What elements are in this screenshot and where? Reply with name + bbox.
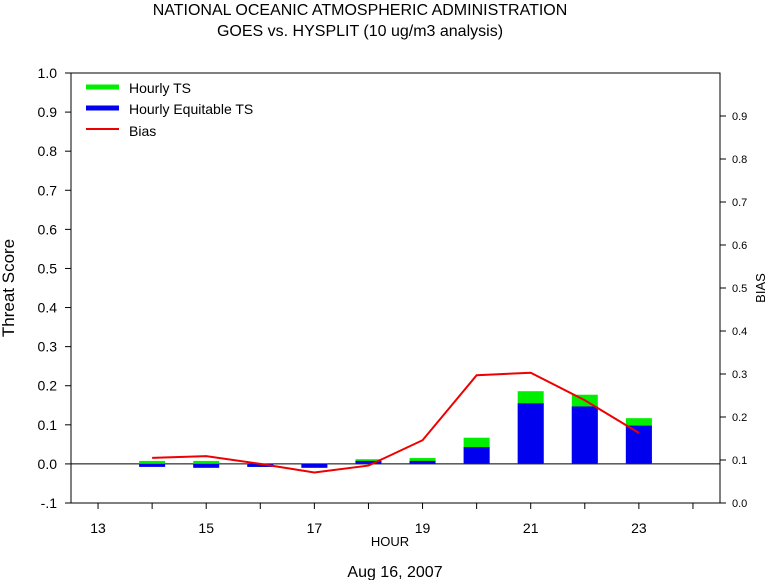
hourly-equitable-ts-bar (625, 425, 652, 464)
y2-tick-label: 0.7 (732, 197, 747, 209)
y-tick-label: 0.0 (38, 456, 58, 472)
hourly-equitable-ts-bar (301, 463, 328, 468)
bias-line-path (152, 371, 640, 474)
y2-tick-label: 0.8 (732, 154, 747, 166)
x-tick-label: 17 (307, 520, 323, 536)
hourly-equitable-ts-bar (463, 447, 490, 464)
y2-axis-label: BIAS (753, 273, 767, 303)
x-tick-label: 15 (198, 520, 214, 536)
y-tick-label: 0.5 (38, 260, 58, 276)
hourly-equitable-ts-bar (139, 463, 166, 467)
y-tick-label: 0.7 (38, 182, 58, 198)
y-tick-label: 0.6 (38, 221, 58, 237)
bars (139, 391, 652, 468)
x-tick-label: 13 (90, 520, 106, 536)
y-tick-label: 0.3 (38, 339, 58, 355)
legend-label-bias: Bias (129, 123, 156, 139)
bias-line (152, 371, 640, 474)
legend-label-hourly-ts: Hourly TS (129, 80, 191, 96)
date-label: Aug 16, 2007 (347, 564, 442, 580)
hourly-ts-bar (193, 460, 220, 464)
y-axis-label: Threat Score (0, 239, 18, 337)
hourly-equitable-ts-bar (355, 460, 382, 464)
x-tick-label: 19 (415, 520, 431, 536)
hourly-equitable-ts-bar (571, 406, 598, 464)
legend-label-hourly-equitable-ts: Hourly Equitable TS (129, 101, 253, 117)
y-tick-label: 0.4 (38, 300, 58, 316)
hourly-ts-bar (139, 460, 166, 464)
hourly-equitable-ts-bar (409, 460, 436, 464)
y-tick-label: 0.8 (38, 143, 58, 159)
y-tick-label: 0.1 (38, 417, 58, 433)
legend: Hourly TS Hourly Equitable TS Bias (86, 80, 253, 139)
x-axis-label: HOUR (371, 534, 409, 549)
y-axis-ticks: -.1 0.0 0.1 0.2 0.3 0.4 0.5 0.6 0.7 0.8 0.9 1.0 (38, 65, 71, 511)
chart-subtitle: GOES vs. HYSPLIT (10 ug/m3 analysis) (217, 23, 503, 40)
y-tick-label: 1.0 (38, 65, 58, 81)
y2-tick-label: 0.3 (732, 369, 747, 381)
y-tick-label: -.1 (41, 495, 58, 511)
y-tick-label: 0.9 (38, 104, 58, 120)
plot-frame (70, 72, 721, 504)
hourly-equitable-ts-bar (193, 463, 220, 468)
x-tick-label: 23 (631, 520, 647, 536)
x-axis-ticks: 13 15 17 19 21 23 (90, 503, 694, 536)
y2-tick-label: 0.5 (732, 283, 747, 295)
y-tick-label: 0.2 (38, 378, 58, 394)
y2-tick-label: 0.2 (732, 412, 747, 424)
x-tick-label: 21 (523, 520, 539, 536)
chart-title: NATIONAL OCEANIC ATMOSPHERIC ADMINISTRAT… (153, 2, 568, 19)
y2-tick-label: 0.0 (732, 498, 747, 510)
y2-axis-ticks: 0.0 0.1 0.2 0.3 0.4 0.5 0.6 0.7 0.8 0.9 (720, 111, 747, 510)
hourly-equitable-ts-bar (517, 403, 544, 464)
y2-tick-label: 0.4 (732, 326, 747, 338)
y2-tick-label: 0.1 (732, 455, 747, 467)
y2-tick-label: 0.9 (732, 111, 747, 123)
y2-tick-label: 0.6 (732, 240, 747, 252)
hourly-equitable-ts-bar (247, 463, 274, 467)
